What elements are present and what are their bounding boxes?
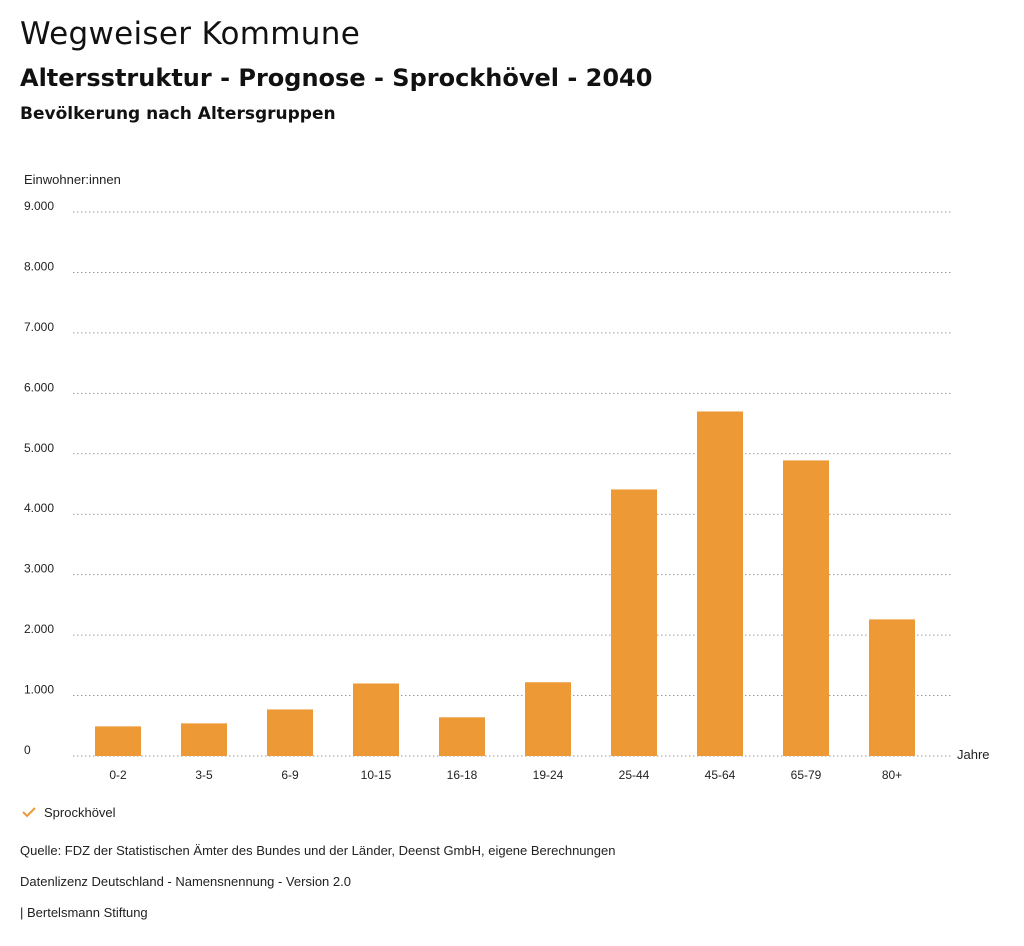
x-tick-label: 0-2 [109,768,127,782]
bar[interactable] [869,619,915,756]
y-tick-label: 2.000 [24,622,54,636]
x-tick-label: 25-44 [619,768,650,782]
x-axis-ticks: 0-2 3-5 6-9 10-15 16-18 19-24 25-44 45-64 65-79 8… [109,768,902,782]
y-tick-label: 5.000 [24,441,54,455]
chart-subtitle: Altersstruktur - Prognose - Sprockhövel … [20,64,653,92]
bar[interactable] [439,717,485,756]
x-axis-title: Jahre [957,747,990,762]
y-tick-label: 0 [24,743,31,757]
legend[interactable]: Sprockhövel [20,803,116,821]
check-icon [20,803,38,821]
y-axis-ticks: 0 1.000 2.000 3.000 4.000 5.000 6.000 7.000 8.00… [24,199,54,757]
y-tick-label: 9.000 [24,199,54,213]
bar[interactable] [267,709,313,756]
y-tick-label: 8.000 [24,259,54,273]
x-tick-label: 3-5 [195,768,213,782]
x-tick-label: 80+ [882,768,902,782]
y-tick-label: 1.000 [24,683,54,697]
credit-note: | Bertelsmann Stiftung [20,905,148,920]
bar-chart: Einwohner:innen Jahre 0 1.000 2.000 3.000 4.… [24,172,990,782]
x-tick-label: 16-18 [447,768,478,782]
y-tick-label: 3.000 [24,562,54,576]
y-tick-label: 4.000 [24,501,54,515]
x-tick-label: 6-9 [281,768,299,782]
bar[interactable] [611,489,657,756]
source-note: Quelle: FDZ der Statistischen Ämter des … [20,843,616,858]
page-title: Wegweiser Kommune [20,16,361,52]
license-note: Datenlizenz Deutschland - Namensnennung … [20,874,351,889]
bars [95,411,915,756]
bar[interactable] [525,682,571,756]
bar[interactable] [181,723,227,756]
chart-section-title: Bevölkerung nach Altersgruppen [20,104,336,124]
bar[interactable] [783,460,829,756]
bar[interactable] [95,726,141,756]
y-tick-label: 6.000 [24,380,54,394]
x-tick-label: 10-15 [361,768,392,782]
x-tick-label: 45-64 [705,768,736,782]
x-tick-label: 65-79 [791,768,822,782]
legend-label: Sprockhövel [44,804,116,820]
y-axis-title: Einwohner:innen [24,172,121,187]
x-tick-label: 19-24 [533,768,564,782]
y-tick-label: 7.000 [24,320,54,334]
bar[interactable] [697,411,743,756]
bar[interactable] [353,683,399,756]
